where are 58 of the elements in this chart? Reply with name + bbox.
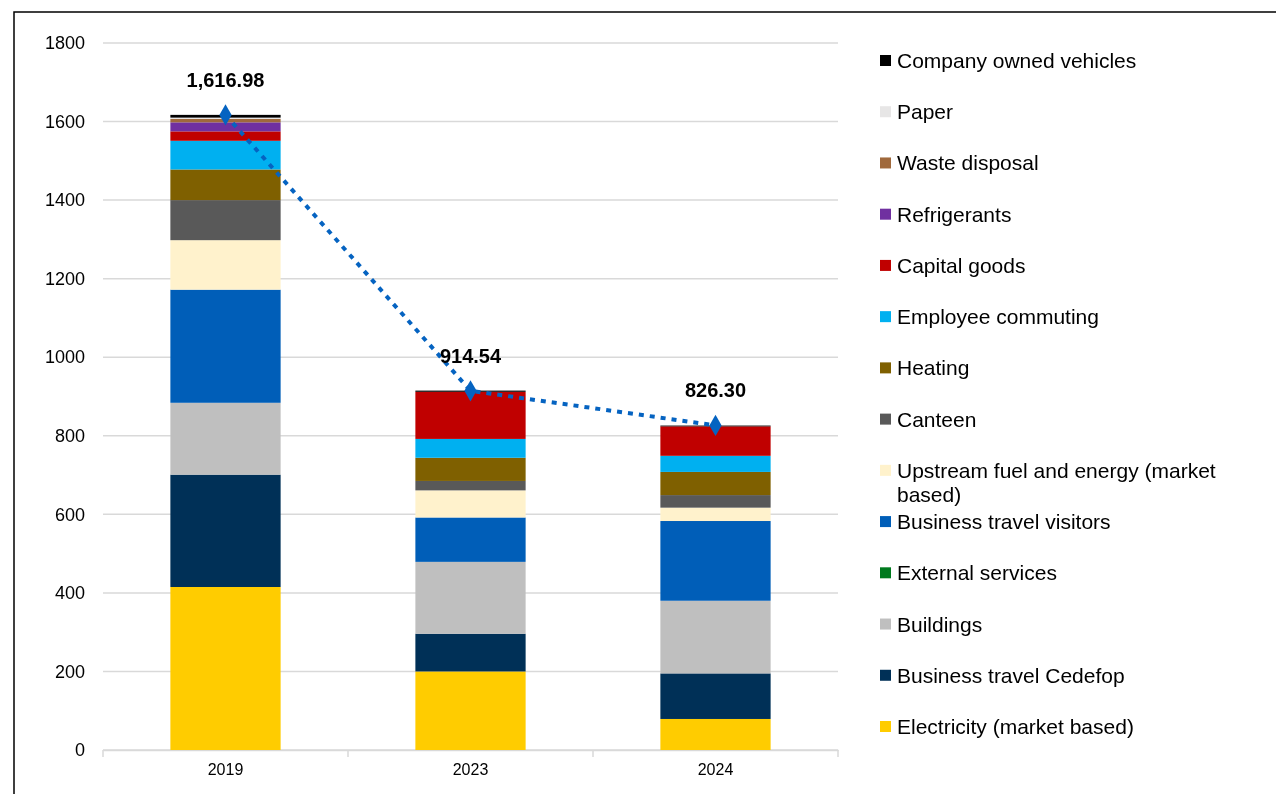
bar <box>660 600 771 674</box>
y-tick-label: 400 <box>54 583 85 604</box>
bar <box>660 471 771 496</box>
bar <box>660 521 771 601</box>
bar <box>660 426 771 456</box>
bar <box>170 122 281 132</box>
legend-label: Waste disposal <box>897 151 1039 175</box>
bar <box>170 240 281 290</box>
bar <box>170 169 281 201</box>
bar <box>415 480 526 491</box>
bar <box>660 673 771 719</box>
bar <box>170 200 281 241</box>
x-tick-label: 2019 <box>207 761 244 779</box>
y-tick-label: 1800 <box>44 33 85 54</box>
legend-label: Heating <box>897 356 970 380</box>
legend-label: Refrigerants <box>897 202 1012 226</box>
y-tick-label: 1200 <box>44 268 85 289</box>
y-tick-label: 600 <box>54 504 85 525</box>
bar <box>415 671 526 750</box>
bar <box>170 131 281 141</box>
bar <box>170 289 281 403</box>
x-tick-label: 2024 <box>697 761 734 779</box>
legend-label: Buildings <box>897 612 983 636</box>
legend-label: Upstream fuel and energy (market based) <box>897 458 1216 506</box>
y-tick-label: 200 <box>54 661 85 682</box>
legend-label: Paper <box>897 100 954 124</box>
bar <box>660 507 771 522</box>
bar <box>660 495 771 508</box>
legend-label: Canteen <box>897 407 977 431</box>
legend-label: Business travel visitors <box>897 510 1111 534</box>
data-label: 1,616.98 <box>186 68 265 91</box>
bar <box>660 455 771 472</box>
bar <box>660 718 771 750</box>
legend-label: External services <box>897 561 1057 585</box>
legend-label: Company owned vehicles <box>897 49 1137 72</box>
y-tick-label: 1000 <box>44 347 85 368</box>
bar <box>415 633 526 672</box>
y-tick-label: 1400 <box>44 190 85 211</box>
bar <box>170 474 281 587</box>
legend-label: Electricity (market based) <box>897 715 1134 738</box>
bar <box>170 587 281 750</box>
y-tick-label: 1600 <box>44 111 85 132</box>
bar <box>415 517 526 562</box>
bar <box>170 140 281 170</box>
bar <box>415 457 526 481</box>
bar <box>170 402 281 475</box>
data-label: 914.54 <box>439 344 502 367</box>
y-tick-label: 0 <box>74 740 85 761</box>
bar <box>415 391 526 439</box>
y-tick-label: 800 <box>54 426 85 447</box>
bar <box>415 490 526 518</box>
legend-label: Capital goods <box>897 253 1026 277</box>
legend-label: Business travel Cedefop <box>897 663 1125 687</box>
x-tick-label: 2023 <box>452 761 489 779</box>
bar <box>415 438 526 458</box>
bar <box>415 561 526 634</box>
data-label: 826.30 <box>684 379 747 402</box>
legend-label: Employee commuting <box>897 305 1099 329</box>
